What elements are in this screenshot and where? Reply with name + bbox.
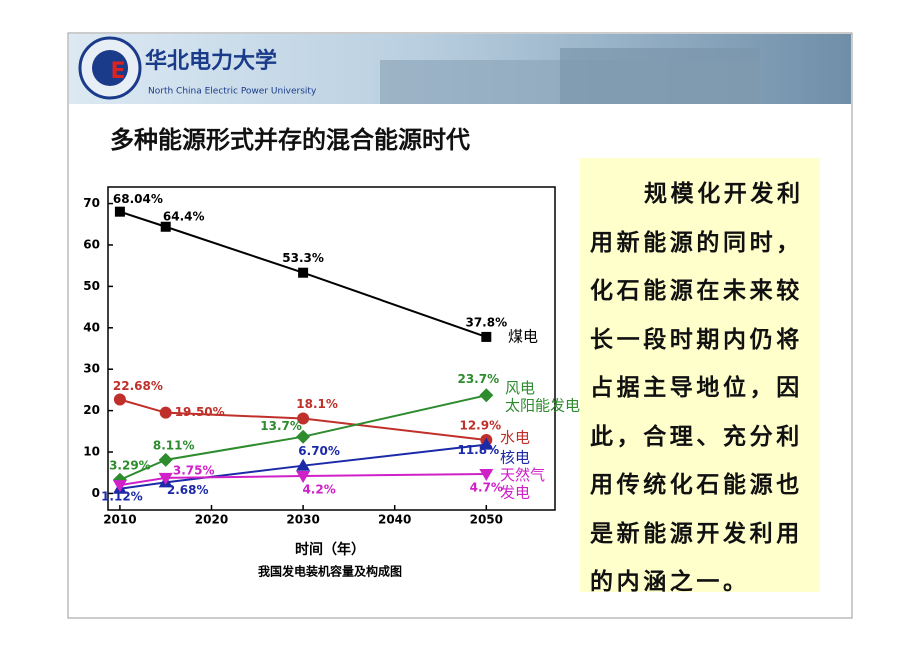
x-tick-label: 2050 [470,513,503,527]
marker [296,458,311,471]
data-label: 22.68% [113,379,163,393]
marker [160,221,171,232]
plot-frame [107,186,556,511]
text-box: 规模化开发利用新能源的同时，化石能源在未来较长一段时期内仍将占据主导地位，因此，… [580,158,820,595]
text-box-content: 规模化开发利用新能源的同时，化石能源在未来较长一段时期内仍将占据主导地位，因此，… [590,181,804,595]
data-label: 4.7% [470,480,503,494]
data-label: 6.70% [298,444,340,458]
y-tick-label: 20 [83,403,100,417]
marker [479,468,494,481]
y-tick-label: 10 [83,445,100,459]
header-title: 华北电力大学 [145,48,277,74]
marker [159,406,172,419]
marker [158,472,173,485]
x-tick-label: 2010 [103,513,136,527]
series-label: 天然气发电 [500,466,545,501]
marker [298,267,309,278]
marker [296,471,311,484]
data-label: 37.8% [465,315,507,329]
marker [479,437,494,450]
data-label: 1.12% [101,489,143,503]
y-tick-label: 40 [83,320,100,334]
data-label: 19.50% [175,405,225,419]
marker [479,388,494,403]
series-line [119,398,487,442]
y-tick-label: 0 [92,486,100,500]
logo [92,50,128,86]
data-label: 64.4% [163,209,205,223]
x-tick-label: 2040 [378,513,411,527]
series-label: 煤电 [508,328,538,346]
data-label: 12.9% [459,419,501,433]
series-line [119,443,487,490]
data-label: 53.3% [282,251,324,265]
series-label: 核电 [500,449,530,467]
series-line [119,472,487,487]
marker [112,480,127,493]
data-label: 3.75% [173,463,215,477]
y-tick-label: 50 [83,279,100,293]
marker [296,429,311,444]
x-axis-label: 时间（年） [295,541,365,558]
series-line [119,394,487,481]
x-tick-label: 2020 [195,513,228,527]
slide-frame [67,32,853,619]
data-label: 3.29% [109,458,151,472]
marker [113,393,126,406]
data-label: 4.2% [302,483,335,497]
data-label: 13.7% [260,419,302,433]
data-label: 2.68% [167,483,209,497]
y-tick-label: 60 [83,237,100,251]
marker [297,412,310,425]
header-subtitle: North China Electric Power University [148,87,317,97]
series-label: 风电太阳能发电 [505,379,580,414]
data-label: 8.11% [153,438,195,452]
data-label: 11.8% [457,443,499,457]
logo-mark: E [110,59,125,84]
marker [114,206,125,217]
chart-area [80,175,574,591]
series-line [119,210,487,338]
marker [158,452,173,467]
chart-caption: 我国发电装机容量及构成图 [258,564,402,579]
y-tick-label: 30 [83,362,100,376]
series-label: 水电 [500,429,530,447]
data-label: 23.7% [457,372,499,386]
data-label: 18.1% [296,397,338,411]
y-tick-label: 70 [83,196,100,210]
marker [481,331,492,342]
data-label: 68.04% [113,192,163,206]
x-tick-label: 2030 [286,513,319,527]
slide-title: 多种能源形式并存的混合能源时代 [110,126,470,154]
building [560,48,760,104]
